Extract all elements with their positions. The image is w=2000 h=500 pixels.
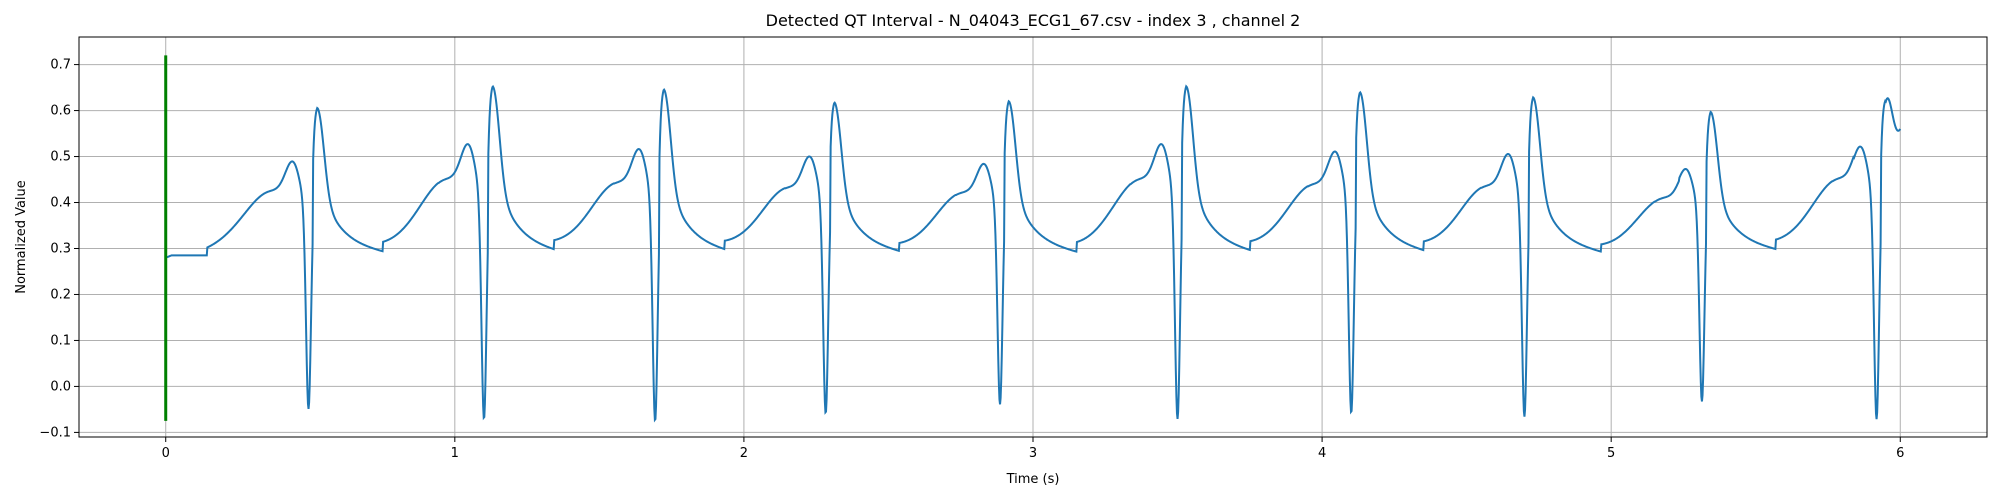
x-tick-label: 2: [740, 446, 748, 461]
y-tick-label: 0.5: [50, 150, 71, 165]
chart-title: Detected QT Interval - N_04043_ECG1_67.c…: [766, 11, 1301, 31]
x-tick-label: 1: [451, 446, 459, 461]
y-tick-label: 0.7: [50, 58, 71, 73]
grid-layer: [79, 37, 1987, 437]
x-tick-label: 5: [1607, 446, 1615, 461]
y-axis-label: Normalized Value: [14, 180, 29, 294]
ecg-series-line: [165, 84, 1902, 423]
x-tick-label: 0: [162, 446, 170, 461]
y-tick-label: −0.1: [39, 425, 71, 440]
series-layer: [164, 55, 1902, 423]
x-tick-label: 4: [1318, 446, 1326, 461]
y-tick-label: 0.0: [50, 379, 71, 394]
x-axis-label: Time (s): [1006, 472, 1060, 487]
x-tick-label: 3: [1029, 446, 1037, 461]
y-tick-label: 0.1: [50, 333, 71, 348]
y-tick-label: 0.3: [50, 241, 71, 256]
x-tick-label: 6: [1896, 446, 1904, 461]
y-tick-label: 0.4: [50, 196, 71, 211]
y-tick-label: 0.6: [50, 104, 71, 119]
y-tick-label: 0.2: [50, 287, 71, 302]
tick-layer: 0 1 2 3 4 5 6 −0.1 0.0 0.1 0.2 0.3 0.4 0.5 0.6 0.7: [39, 58, 1904, 461]
